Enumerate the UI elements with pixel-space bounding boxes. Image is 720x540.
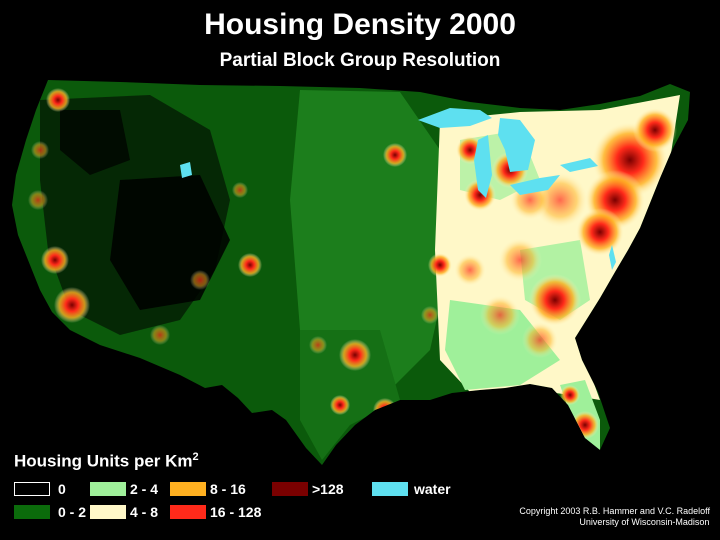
map-title: Housing Density 2000 [204,8,516,41]
legend-label-0-2: 0 - 2 [58,504,87,520]
great-salt-lake [180,162,192,178]
legend-label-16-128: 16 - 128 [210,504,262,520]
legend-swatch-2-4 [90,482,126,496]
copyright-line-2: University of Wisconsin-Madison [579,517,710,527]
legend-swatch-water [372,482,408,496]
legend-swatch-0-2 [14,505,50,519]
legend-swatch-16-128 [170,505,206,519]
great-lakes [418,108,598,198]
legend-swatch-4-8 [90,505,126,519]
map-subtitle: Partial Block Group Resolution [219,50,501,71]
legend-label-0: 0 [58,481,66,497]
chesapeake-bay [609,245,616,270]
legend-swatch-8-16 [170,482,206,496]
copyright-line-1: Copyright 2003 R.B. Hammer and V.C. Rade… [519,506,710,516]
legend-label-gt128: >128 [312,481,344,497]
legend-label-water: water [414,481,451,497]
legend-title: Housing Units per Km2 [14,451,199,471]
legend-label-4-8: 4 - 8 [130,504,159,520]
copyright-notice: Copyright 2003 R.B. Hammer and V.C. Rade… [519,506,710,528]
legend-swatch-0 [14,482,50,496]
legend-swatch-gt128 [272,482,308,496]
legend-label-8-16: 8 - 16 [210,481,246,497]
legend-label-2-4: 2 - 4 [130,481,159,497]
